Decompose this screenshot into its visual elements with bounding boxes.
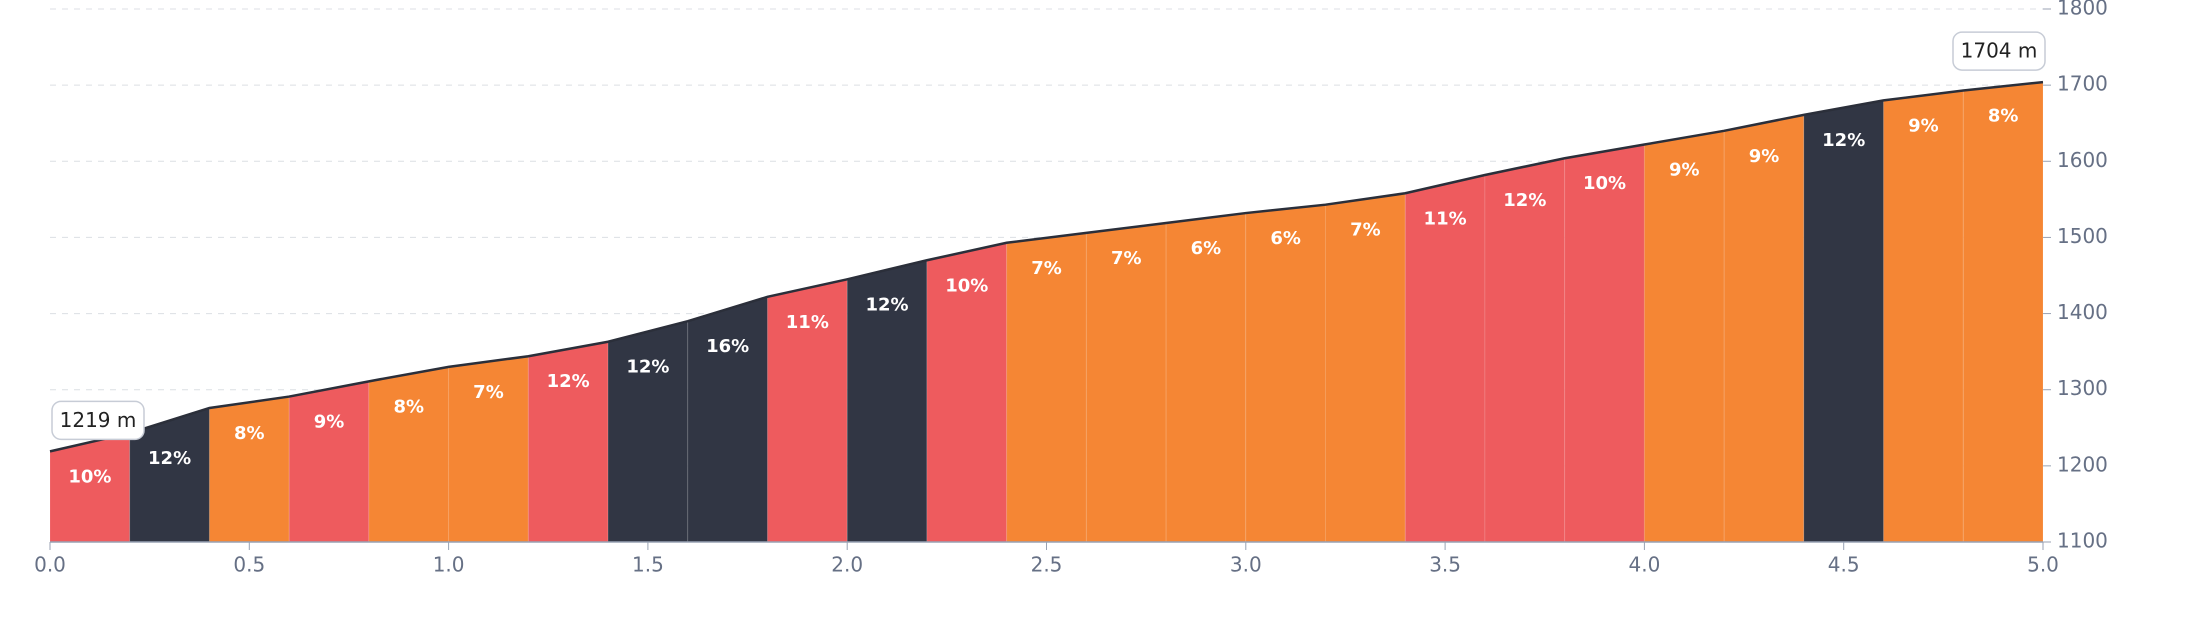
x-tick-label: 5.0 [2027,553,2059,577]
y-tick-label: 1500 [2057,224,2108,248]
grade-segment [687,296,768,543]
grade-label: 16% [706,336,749,357]
grade-segment [368,366,450,543]
elevation-line [49,80,2044,453]
grade-label: 12% [866,294,909,315]
grade-label: 12% [626,357,669,378]
grade-segment [1325,192,1406,543]
grade-segment [1723,114,1805,543]
grade-label: 9% [1669,160,1700,181]
grade-label: 12% [1503,190,1546,211]
grade-label: 12% [1822,130,1865,151]
x-tick-label: 4.0 [1628,553,1660,577]
x-tick-label: 1.0 [433,553,465,577]
grade-label: 8% [393,396,424,417]
grade-segment [607,320,689,543]
y-tick-label: 1400 [2057,300,2108,324]
grade-label: 6% [1191,238,1222,259]
x-tick-label: 0.5 [233,553,265,577]
annotation-text: 1219 m [60,408,137,432]
x-tick-label: 0.0 [34,553,66,577]
x-tick-label: 3.5 [1429,553,1461,577]
grade-label: 9% [1749,146,1780,167]
y-tick-label: 1300 [2057,376,2108,400]
grade-segment [1404,174,1486,543]
grade-label: 10% [945,275,988,296]
x-tick-label: 3.0 [1230,553,1262,577]
grade-segment [1006,232,1087,543]
grade-label: 7% [1111,248,1142,269]
grade-segment [1883,89,1964,543]
grade-segment [1085,222,1167,543]
annotation-box [1952,31,2046,71]
x-tick-label: 4.5 [1828,553,1860,577]
grade-label: 9% [1908,115,1939,136]
y-tick-label: 1100 [2057,529,2108,553]
y-tick-label: 1800 [2057,0,2108,20]
grade-label: 7% [1350,220,1381,241]
grade-segment [1484,157,1566,543]
grade-segment [1962,81,2044,543]
grade-label: 10% [1583,173,1626,194]
grade-label: 8% [1988,105,2019,126]
x-tick-label: 2.5 [1031,553,1063,577]
grade-label: 9% [314,412,345,433]
grade-segment [288,380,370,543]
grade-label: 6% [1270,228,1301,249]
grade-label: 7% [1031,258,1062,279]
grade-segment [1643,130,1725,543]
annotation-box [51,400,145,441]
x-tick-label: 1.5 [632,553,664,577]
grade-segment [208,395,290,543]
grade-label: 7% [473,382,504,403]
grade-segment [1564,143,1645,543]
grade-segment [1803,99,1885,543]
grade-segment [1245,204,1327,543]
y-tick-label: 1700 [2057,72,2108,96]
grade-segment [1165,212,1247,543]
y-tick-label: 1600 [2057,148,2108,172]
y-tick-label: 1200 [2057,452,2108,476]
grade-label: 11% [786,312,829,333]
grade-label: 12% [148,448,191,469]
x-tick-label: 2.0 [831,553,863,577]
grade-label: 11% [1424,208,1467,229]
grade-label: 10% [68,466,111,487]
grade-label: 12% [547,371,590,392]
annotation-text: 1704 m [1961,39,2038,63]
grade-label: 8% [234,423,265,444]
